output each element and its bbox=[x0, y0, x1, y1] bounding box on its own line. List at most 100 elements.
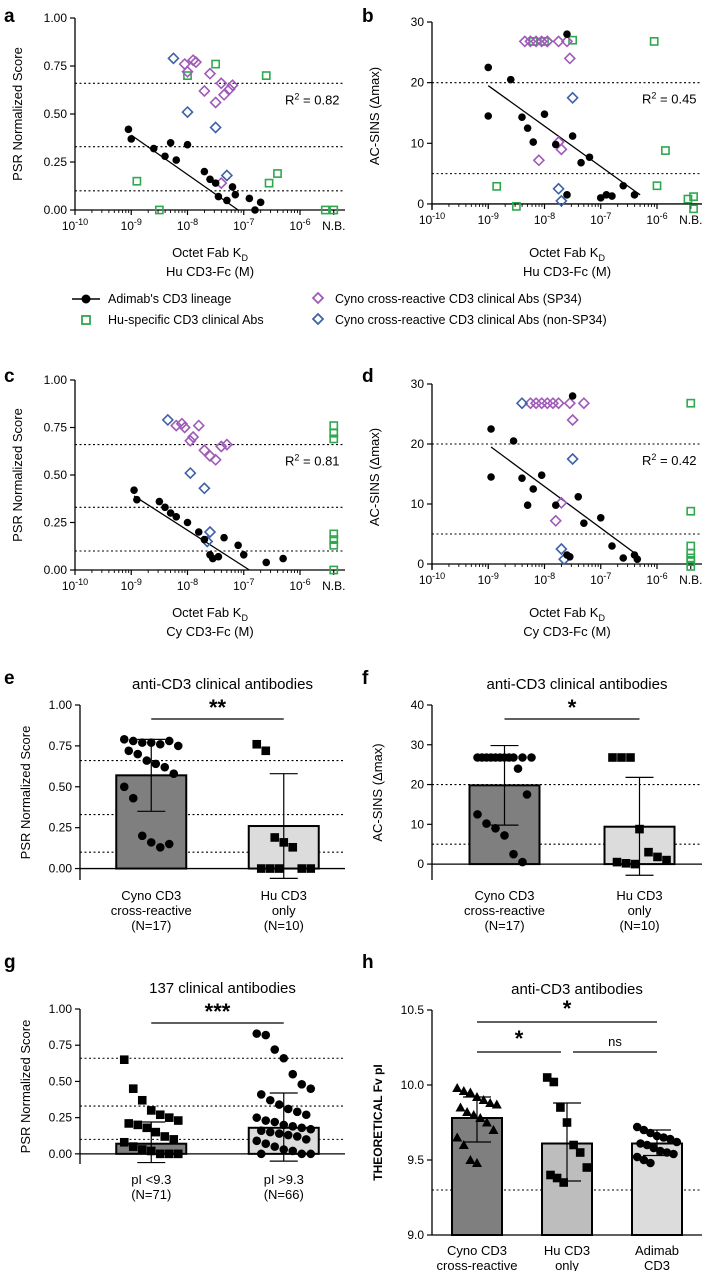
point-adimab bbox=[172, 513, 181, 521]
data-point bbox=[270, 833, 280, 842]
scatter-panel-a: 0.00 0.25 0.50 0.75 1.00 10-10 10-9 10-8 10-7 10-… bbox=[10, 11, 345, 279]
charts-layer: 0.00 0.25 0.50 0.75 1.00 10-10 10-9 10-8 10-7 10-… bbox=[10, 11, 702, 1271]
data-point bbox=[659, 1133, 668, 1142]
data-point bbox=[306, 864, 316, 873]
data-point bbox=[288, 842, 298, 852]
point-adimab bbox=[214, 552, 223, 561]
bar-panel-e: anti-CD3 clinical antibodies 0.00 0.25 0.50… bbox=[18, 676, 345, 933]
data-point bbox=[128, 793, 138, 803]
category-label: Hu CD3 bbox=[261, 888, 307, 903]
data-point bbox=[274, 1100, 284, 1109]
point-adimab bbox=[540, 110, 549, 118]
panel-letter-a: a bbox=[4, 6, 15, 27]
data-point bbox=[462, 1107, 473, 1116]
data-point bbox=[155, 1149, 165, 1159]
y-tick-label: 0.00 bbox=[49, 1147, 73, 1161]
data-point bbox=[256, 1090, 266, 1099]
category-label: cross-reactive bbox=[464, 903, 545, 918]
data-point bbox=[265, 864, 275, 873]
x-axis-label-2: Cy CD3-Fc (M) bbox=[523, 624, 610, 639]
x-axis-label-2: Hu CD3-Fc (M) bbox=[166, 264, 254, 279]
data-point bbox=[146, 1146, 156, 1156]
x-tick-label: 10-10 bbox=[62, 217, 88, 233]
x-axis-label-2: Cy CD3-Fc (M) bbox=[166, 624, 253, 639]
data-point bbox=[142, 1123, 152, 1133]
point-adimab bbox=[130, 486, 138, 495]
significance-label: * bbox=[515, 1026, 524, 1051]
data-point bbox=[662, 1148, 672, 1157]
bar-panel-h: anti-CD3 antibodies 9.0 9.5 10.0 10.5 THEORET… bbox=[371, 981, 702, 1271]
point-adimab bbox=[506, 75, 515, 84]
point-hu-specific bbox=[686, 561, 696, 571]
x-tick-label: 10-8 bbox=[534, 571, 555, 587]
data-point bbox=[621, 858, 631, 868]
data-point bbox=[261, 1116, 271, 1125]
data-point bbox=[491, 823, 500, 833]
data-point bbox=[128, 1084, 138, 1093]
point-adimab bbox=[262, 558, 271, 567]
point-cyno-non-sp34 bbox=[198, 482, 211, 495]
data-point bbox=[306, 1149, 316, 1159]
data-point bbox=[485, 1098, 496, 1107]
x-axis-label: Octet Fab KD bbox=[172, 605, 248, 623]
data-point bbox=[465, 1087, 476, 1097]
point-adimab bbox=[239, 551, 248, 559]
point-adimab bbox=[200, 535, 209, 544]
y-axis-label: PSR Normalized Score bbox=[18, 1020, 33, 1154]
point-adimab bbox=[211, 179, 220, 187]
x-tick-label: 10-9 bbox=[121, 217, 142, 233]
legend-nonsp34-marker bbox=[311, 312, 325, 326]
y-tick-label: 0.75 bbox=[49, 739, 73, 753]
chart-title: 137 clinical antibodies bbox=[149, 980, 296, 997]
x-tick-label: 10-6 bbox=[289, 577, 310, 593]
x-tick-label: 10-7 bbox=[233, 577, 254, 593]
category-label: (N=17) bbox=[484, 918, 524, 933]
data-point bbox=[124, 746, 134, 756]
point-cyno-sp34 bbox=[577, 397, 591, 410]
data-point bbox=[486, 753, 496, 762]
point-adimab bbox=[223, 196, 231, 205]
data-point bbox=[256, 1126, 266, 1135]
data-point bbox=[173, 741, 183, 751]
category-label: cross-reactive bbox=[111, 903, 192, 918]
point-adimab bbox=[214, 192, 223, 201]
point-adimab bbox=[484, 63, 493, 72]
y-tick-label: 0 bbox=[417, 197, 424, 211]
data-point bbox=[146, 838, 156, 847]
point-cyno-sp34 bbox=[563, 397, 576, 410]
data-point bbox=[582, 1163, 592, 1172]
scatter-panel-c: 0.00 0.25 0.50 0.75 1.00 10-10 10-9 10-8 10-7 10-… bbox=[10, 373, 345, 639]
point-adimab bbox=[279, 554, 287, 563]
point-cyno-sp34 bbox=[555, 496, 568, 509]
data-point bbox=[119, 1137, 129, 1147]
data-point bbox=[306, 1084, 316, 1093]
point-adimab bbox=[509, 437, 518, 445]
point-adimab bbox=[166, 509, 175, 517]
chart-title: anti-CD3 clinical antibodies bbox=[132, 676, 313, 693]
point-cyno-sp34 bbox=[170, 419, 183, 432]
data-point bbox=[649, 1143, 658, 1153]
y-tick-label: 30 bbox=[411, 738, 425, 752]
point-cyno-non-sp34 bbox=[552, 182, 565, 195]
scatter-panel-b: 0 10 20 30 10-10 10-9 10-8 10-7 10-6 N.B. Octet Fa… bbox=[367, 15, 702, 279]
significance-label: ** bbox=[209, 695, 227, 720]
y-tick-label: 30 bbox=[411, 15, 425, 29]
category-label: CD3 bbox=[644, 1258, 670, 1271]
data-point bbox=[636, 1139, 645, 1148]
point-cyno-sp34 bbox=[181, 65, 194, 78]
data-point bbox=[639, 1125, 649, 1135]
data-point bbox=[169, 1135, 179, 1144]
data-point bbox=[128, 736, 138, 746]
data-point bbox=[652, 1131, 662, 1141]
y-tick-label: 0.25 bbox=[44, 155, 68, 169]
x-tick-label: 10-10 bbox=[62, 577, 88, 593]
point-cyno-sp34 bbox=[552, 397, 565, 410]
point-cyno-non-sp34 bbox=[209, 121, 222, 134]
data-point bbox=[473, 810, 482, 819]
panel-letter-e: e bbox=[4, 668, 15, 689]
data-point bbox=[504, 753, 514, 762]
point-cyno-sp34 bbox=[209, 453, 222, 466]
y-tick-label: 0 bbox=[417, 557, 424, 571]
data-point bbox=[297, 1123, 307, 1133]
scatter-panel-d: 0 10 20 30 10-10 10-9 10-8 10-7 10-6 N.B. Octet Fa… bbox=[367, 377, 702, 639]
